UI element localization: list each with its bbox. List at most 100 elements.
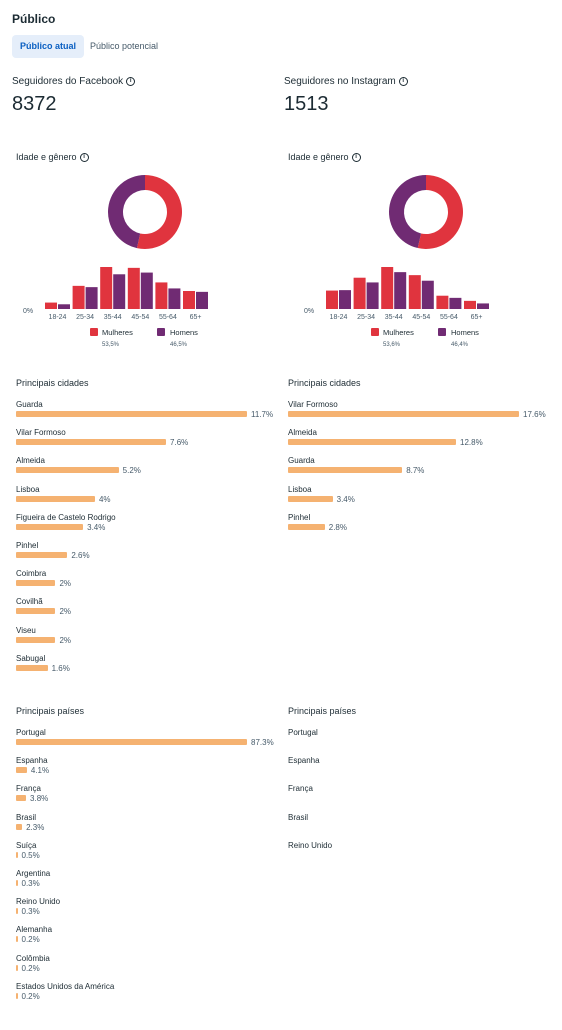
fb-city-value: 11.7%	[251, 410, 274, 419]
ig-city-value: 8.7%	[406, 466, 425, 476]
bar-men-25-34	[85, 287, 98, 309]
fb-country-bar	[16, 936, 18, 943]
fb-city-label: Covilhã	[16, 597, 43, 607]
fb-country-value: 0.3%	[21, 879, 40, 888]
ig-city-value: 2.8%	[328, 522, 347, 532]
fb-city-bar	[16, 523, 84, 530]
fb-city-bar	[16, 467, 119, 474]
bar-women-25-34	[72, 285, 85, 309]
ig-city-label: Almeida	[288, 428, 317, 438]
ig-city-bar	[288, 411, 519, 417]
age-tick-label: 55-64	[440, 314, 458, 321]
ig-countries-heading: Principais países	[288, 706, 357, 716]
legend-swatch-women	[90, 328, 98, 336]
fb-country-value: 4.1%	[30, 766, 50, 776]
bar-men-55-64	[168, 288, 181, 309]
age-tick-label: 35-44	[104, 314, 122, 321]
fb-city-bar	[16, 552, 68, 558]
bar-women-55-64	[155, 282, 168, 309]
fb-city-value: 1.6%	[51, 663, 70, 673]
ig-city-label: Vilar Formoso	[288, 400, 338, 409]
fb-age-gender-heading: Idade e gênero i	[16, 152, 89, 162]
fb-country-bar	[16, 767, 27, 774]
fb-city-bar	[16, 580, 56, 587]
info-icon[interactable]: i	[398, 77, 408, 86]
legend-men-label: Homens	[170, 328, 198, 337]
bar-men-35-44	[113, 274, 126, 309]
fb-country-value: 0.5%	[21, 850, 40, 860]
ig-country-label: Espanha	[288, 756, 320, 766]
legend-men-pct: 46,5%	[170, 342, 188, 348]
fb-city-bar	[16, 608, 56, 615]
fb-city-value: 5.2%	[122, 466, 141, 476]
fb-country-label: Suíça	[16, 840, 37, 850]
fb-country-bar	[16, 851, 18, 858]
bar-women-35-44	[381, 267, 394, 309]
fb-city-value: 2%	[59, 635, 72, 645]
legend-women-pct: 53,6%	[383, 342, 401, 348]
age-tick-label: 65+	[190, 314, 202, 321]
bar-men-65+	[477, 303, 489, 309]
legend-swatch-women	[371, 328, 379, 336]
fb-country-label: Portugal	[16, 728, 46, 737]
fb-city-label: Lisboa	[16, 484, 40, 494]
bar-women-45-54	[408, 275, 421, 309]
age-tick-label: 18-24	[49, 314, 67, 321]
bar-men-35-44	[394, 272, 407, 309]
bar-men-65+	[196, 291, 208, 309]
bar-women-18-24	[326, 290, 338, 309]
age-tick-label: 65+	[471, 314, 483, 321]
ig-country-label: França	[288, 784, 313, 794]
bar-women-45-54	[127, 267, 140, 309]
facebook-followers-value: 8372	[12, 93, 57, 115]
info-icon[interactable]: i	[79, 152, 89, 162]
age-tick-label: 55-64	[159, 314, 177, 321]
bar-men-25-34	[366, 282, 379, 309]
tab-potential-audience[interactable]: Público potencial	[90, 41, 159, 51]
fb-city-bar	[16, 411, 247, 417]
fb-country-bar	[16, 908, 18, 915]
facebook-followers-label: Seguidores do Facebook	[12, 76, 124, 87]
legend-women-pct: 53,5%	[102, 342, 120, 348]
ig-city-value: 12.8%	[460, 438, 483, 448]
fb-city-label: Vilar Formoso	[16, 428, 66, 438]
legend-men-label: Homens	[451, 328, 479, 337]
ig-city-label: Lisboa	[288, 484, 312, 494]
donut-slice-men	[389, 175, 426, 249]
fb-country-value: 3.8%	[30, 794, 49, 804]
fb-city-bar	[16, 636, 56, 643]
ig-city-bar	[288, 467, 403, 474]
fb-country-label: Estados Unidos da América	[16, 981, 115, 991]
instagram-followers-value: 1513	[284, 93, 329, 115]
info-icon[interactable]: i	[351, 152, 361, 162]
ig-age-gender-heading: Idade e gênero i	[288, 152, 361, 162]
tab-current-audience[interactable]: Público atual	[12, 35, 85, 58]
fb-city-value: 3.4%	[87, 522, 106, 532]
age-tick-label: 35-44	[385, 314, 403, 321]
facebook-age-gender-chart: 18-24 25-34 35-44 45-54 55-64 65+ 0% Mulheres 53…	[23, 175, 208, 348]
zero-axis-label: 0%	[304, 308, 314, 315]
fb-city-value: 2%	[59, 579, 72, 589]
legend-women-label: Mulheres	[102, 328, 133, 337]
fb-country-label: Colômbia	[16, 953, 50, 963]
ig-country-label: Portugal	[288, 728, 318, 737]
zero-axis-label: 0%	[23, 308, 33, 315]
bar-women-35-44	[100, 267, 113, 309]
fb-cities-heading: Principais cidades	[16, 378, 89, 388]
info-icon[interactable]: i	[126, 77, 136, 86]
bar-women-25-34	[353, 277, 366, 309]
fb-country-label: França	[16, 784, 41, 794]
ig-city-bar	[288, 495, 333, 502]
bar-men-45-54	[140, 272, 153, 309]
fb-city-label: Guarda	[16, 400, 43, 409]
fb-city-label: Pinhel	[16, 541, 39, 550]
fb-city-label: Sabugal	[16, 653, 46, 663]
ig-city-bar	[288, 439, 456, 446]
fb-city-value: 7.6%	[170, 438, 189, 448]
ig-city-label: Guarda	[288, 456, 315, 466]
age-tick-label: 25-34	[357, 314, 375, 321]
donut-slice-men	[108, 175, 145, 249]
fb-city-value: 2.6%	[71, 551, 90, 560]
ig-country-label: Reino Unido	[288, 840, 333, 850]
donut-slice-women	[136, 175, 182, 249]
